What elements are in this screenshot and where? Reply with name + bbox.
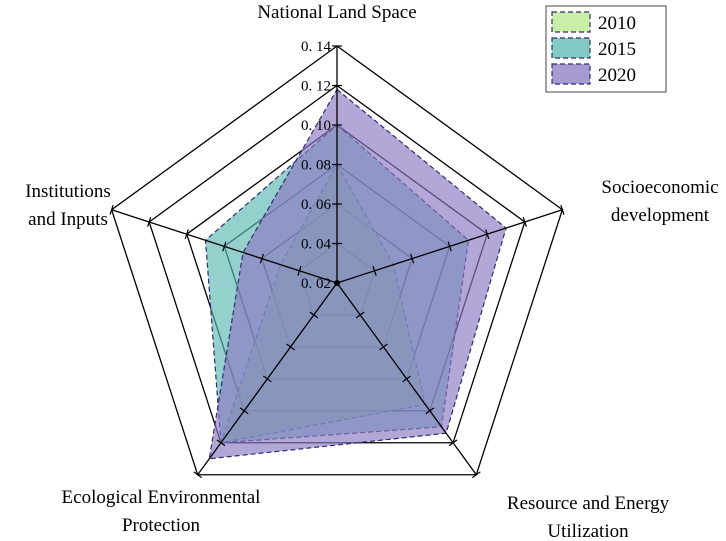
spoke-5-tick-3: [222, 241, 227, 252]
axis-label-4: Protection: [122, 515, 201, 536]
tick-label: 0. 06: [301, 197, 332, 213]
radar-series: [204, 88, 507, 460]
spoke-2-tick-6: [560, 204, 565, 215]
spoke-4-tick-5: [216, 439, 226, 447]
axis-label-1: National Land Space: [257, 2, 416, 23]
spoke-2-tick-1: [372, 265, 377, 276]
legend-swatch-2020: [551, 63, 591, 85]
legend-swatch-2010: [551, 11, 591, 33]
legend: 2010 2015 2020: [545, 5, 667, 93]
spoke-5-tick-5: [147, 217, 152, 227]
spoke-2-tick-4: [485, 229, 490, 240]
spoke-4-tick-1: [309, 311, 319, 319]
legend-label-2020: 2020: [598, 65, 636, 86]
axis-label-2: development: [611, 205, 710, 226]
spoke-5-tick-1: [297, 265, 302, 276]
tick-label: 0. 14: [301, 39, 332, 55]
axis-label-5: and Inputs: [28, 209, 108, 230]
spoke-3-tick-6: [471, 471, 481, 479]
spoke-3-tick-3: [402, 375, 412, 383]
spoke-4-tick-2: [286, 343, 295, 351]
radar-spokes: [109, 45, 565, 479]
spoke-3-tick-2: [379, 343, 388, 351]
spoke-4-tick-3: [262, 375, 272, 383]
axis-label-3: Utilization: [547, 521, 629, 541]
tick-label: 0. 08: [301, 158, 331, 174]
tick-label: 0. 12: [301, 79, 331, 95]
grid-ring-6: [110, 45, 564, 476]
series-2020-area: [208, 88, 507, 460]
tick-label: 0. 02: [301, 276, 331, 292]
spoke-2-tick-3: [447, 241, 452, 252]
spoke-3-tick-5: [448, 439, 458, 447]
legend-label-2010: 2010: [598, 13, 636, 34]
center-dot: [334, 280, 340, 286]
spoke-3-tick-4: [425, 407, 435, 415]
spoke-2-tick-5: [522, 217, 527, 227]
axis-label-5: Institutions: [25, 181, 111, 202]
axis-label-4: Ecological Environmental: [62, 487, 261, 508]
spoke-5-tick-6: [109, 204, 114, 215]
spoke-4-tick-4: [239, 407, 249, 415]
legend-swatch-2015: [551, 37, 591, 59]
axis-label-2: Socioeconomic: [601, 177, 718, 198]
legend-label-2015: 2015: [598, 39, 636, 60]
spoke-2-tick-2: [410, 253, 415, 264]
spoke-5-tick-2: [259, 253, 264, 264]
axis-label-3: Resource and Energy: [507, 493, 670, 514]
tick-label: 0. 10: [301, 118, 331, 134]
radar-labels: 0. 02 0. 04 0. 06 0. 08 0. 10 0. 12 0. 14 Natio…: [25, 2, 718, 541]
spoke-3-tick-1: [355, 311, 365, 319]
spoke-4-tick-6: [193, 471, 203, 479]
spoke-5-tick-4: [184, 229, 189, 240]
tick-label: 0. 04: [301, 237, 332, 253]
